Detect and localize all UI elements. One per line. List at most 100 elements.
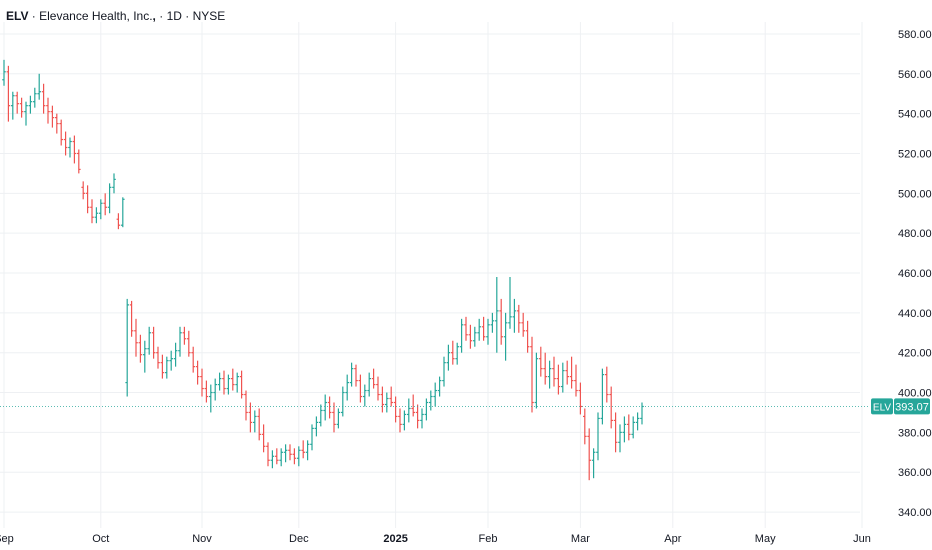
ohlc-bar bbox=[503, 312, 508, 361]
ohlc-bar bbox=[486, 318, 490, 345]
ohlc-bar bbox=[363, 384, 367, 407]
ohlc-bar bbox=[33, 87, 37, 108]
ohlc-bar bbox=[244, 390, 248, 421]
ohlc-bar bbox=[499, 298, 503, 345]
ohlc-bar bbox=[341, 386, 345, 417]
x-tick-label: Apr bbox=[664, 533, 681, 545]
ohlc-bar bbox=[411, 394, 415, 417]
ohlc-bar bbox=[169, 350, 173, 371]
ohlc-bar bbox=[319, 404, 323, 427]
ohlc-bar bbox=[195, 360, 200, 385]
ohlc-bar bbox=[178, 326, 182, 357]
ohlc-bar bbox=[407, 398, 411, 423]
ohlc-bar bbox=[446, 344, 451, 371]
ohlc-bar bbox=[605, 366, 609, 403]
ohlc-bar bbox=[107, 183, 112, 214]
ohlc-bar bbox=[81, 181, 85, 200]
title-separator: · bbox=[185, 9, 190, 23]
ohlc-bar bbox=[424, 398, 429, 421]
ohlc-bar bbox=[596, 412, 600, 461]
ohlc-bar bbox=[398, 408, 402, 433]
x-tick-label: Nov bbox=[192, 533, 212, 545]
ohlc-bar bbox=[55, 113, 59, 134]
ohlc-bar bbox=[182, 326, 187, 345]
y-tick-label: 580.00 bbox=[898, 29, 932, 41]
ohlc-bar bbox=[209, 384, 213, 413]
chart-title: ELV · Elevance Health, Inc., · 1D · NYSE bbox=[6, 9, 226, 23]
ohlc-bar bbox=[292, 448, 297, 465]
ohlc-bar bbox=[275, 448, 279, 465]
ohlc-bar bbox=[442, 356, 446, 387]
ohlc-bar bbox=[635, 412, 640, 431]
ohlc-bar bbox=[59, 119, 63, 146]
ohlc-bar bbox=[116, 213, 121, 230]
x-tick-label: Feb bbox=[479, 533, 498, 545]
x-tick-label: Dec bbox=[289, 533, 309, 545]
company-name: Elevance Health, Inc. bbox=[39, 9, 153, 23]
ohlc-bar bbox=[565, 360, 569, 385]
y-tick-label: 340.00 bbox=[898, 507, 932, 519]
ohlc-bar bbox=[160, 354, 165, 379]
ohlc-bar bbox=[191, 346, 195, 373]
ohlc-bar bbox=[354, 364, 358, 387]
ohlc-bar bbox=[552, 356, 556, 387]
ohlc-bar bbox=[618, 424, 622, 453]
price-value-text: 393.07 bbox=[895, 401, 929, 413]
ohlc-bar bbox=[591, 448, 596, 479]
y-tick-label: 380.00 bbox=[898, 427, 932, 439]
ohlc-bar bbox=[609, 386, 613, 429]
ohlc-bar bbox=[530, 336, 534, 413]
ohlc-bar bbox=[389, 386, 393, 407]
x-axis: Sep Oct Nov Dec 2025 Feb Mar Apr May Jun bbox=[0, 533, 871, 545]
ohlc-bar bbox=[37, 73, 41, 100]
ohlc-bar bbox=[402, 410, 407, 431]
ohlc-bar bbox=[165, 356, 169, 379]
grid-lines bbox=[0, 22, 863, 528]
ohlc-bar bbox=[125, 298, 129, 397]
ohlc-bar bbox=[459, 318, 464, 353]
ohlc-bar bbox=[288, 444, 292, 461]
ohlc-bar bbox=[393, 396, 398, 423]
ohlc-bar bbox=[46, 97, 50, 124]
ohlc-bar bbox=[121, 197, 125, 228]
x-tick-label: May bbox=[755, 533, 776, 545]
ohlc-bar bbox=[112, 173, 116, 194]
ohlc-bar bbox=[451, 340, 455, 365]
ohlc-bar bbox=[358, 374, 363, 403]
ohlc-bar bbox=[490, 312, 495, 333]
ohlc-bar bbox=[429, 390, 433, 411]
ohlc-bar bbox=[72, 135, 77, 164]
ohlc-bar bbox=[327, 396, 332, 419]
ohlc-bar bbox=[371, 368, 376, 389]
ohlc-bar bbox=[305, 440, 310, 461]
ohlc-bar bbox=[2, 59, 6, 86]
ohlc-bar bbox=[173, 342, 178, 367]
ohlc-bar bbox=[508, 276, 512, 329]
ohlc-bar bbox=[455, 342, 459, 365]
ohlc-bar bbox=[270, 450, 275, 469]
ohlc-bar bbox=[521, 312, 525, 337]
ohlc-bar bbox=[226, 374, 231, 395]
ohlc-bar bbox=[239, 370, 244, 399]
ohlc-bar bbox=[569, 356, 574, 389]
ohlc-bar bbox=[583, 408, 587, 445]
x-tick-label: Oct bbox=[92, 533, 109, 545]
ohlc-bar bbox=[147, 326, 151, 355]
ohlc-bar bbox=[301, 440, 305, 459]
ohlc-bar bbox=[464, 316, 468, 341]
ohlc-bar bbox=[90, 199, 94, 224]
ohlc-bar bbox=[41, 83, 46, 114]
ohlc-bar bbox=[138, 334, 143, 363]
ohlc-bar bbox=[24, 101, 28, 126]
ohlc-bar bbox=[556, 364, 561, 395]
ohlc-bar bbox=[134, 318, 138, 357]
ohlc-bar bbox=[314, 416, 319, 437]
ohlc-bar bbox=[204, 380, 209, 403]
ohlc-bar bbox=[512, 298, 517, 333]
ohlc-bar bbox=[578, 382, 583, 415]
x-tick-label: Jun bbox=[853, 533, 871, 545]
ohlc-bar bbox=[279, 448, 283, 467]
ohlc-bar bbox=[622, 416, 627, 443]
